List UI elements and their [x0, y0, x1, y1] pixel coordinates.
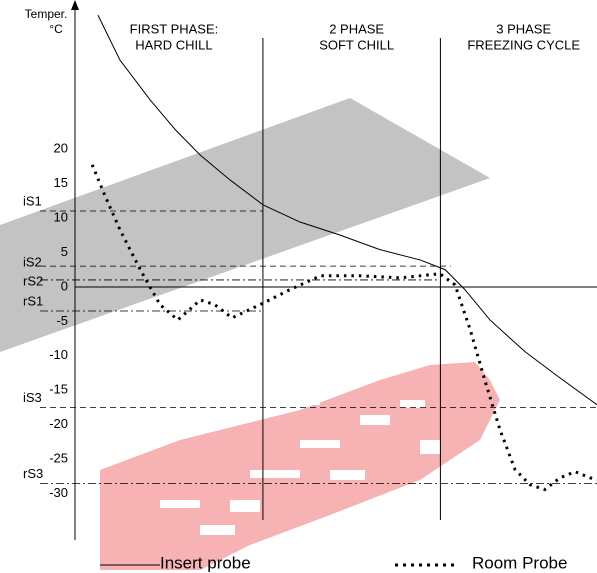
phase-label: 3 PHASE: [496, 21, 551, 36]
y-tick-label: 10: [54, 209, 68, 224]
y-tick-label: -20: [49, 416, 68, 431]
y-tick-label: 5: [61, 244, 68, 259]
chart: Temper. °C Insert probe Room Probe 20 15 1…: [0, 0, 597, 573]
y-tick-label: -10: [49, 347, 68, 362]
setpoint-label: iS3: [23, 390, 42, 405]
phase-label: FREEZING CYCLE: [467, 37, 580, 52]
y-tick-label: 15: [54, 175, 68, 190]
y-axis-label: Temper.: [25, 7, 68, 21]
y-axis-label: °C: [49, 22, 63, 36]
setpoint-label: rS3: [23, 466, 43, 481]
phase-label: 2 PHASE: [329, 21, 384, 36]
setpoint-label: rS1: [23, 293, 43, 308]
axis-arrow: [71, 0, 79, 10]
phase-label: FIRST PHASE:: [130, 21, 219, 36]
setpoint-label: iS2: [23, 255, 42, 270]
legend-label: Insert probe: [160, 553, 251, 572]
y-tick-label: -5: [56, 313, 68, 328]
phase-label: HARD CHILL: [135, 37, 212, 52]
setpoint-label: rS2: [23, 273, 43, 288]
y-tick-label: 20: [54, 140, 68, 155]
legend-label: Room Probe: [472, 553, 567, 572]
phase-label: SOFT CHILL: [319, 37, 394, 52]
y-tick-label: 0: [61, 278, 68, 293]
y-tick-label: -30: [49, 485, 68, 500]
shaded-band: [0, 98, 490, 352]
y-tick-label: -25: [49, 451, 68, 466]
y-tick-label: -15: [49, 382, 68, 397]
setpoint-label: iS1: [23, 193, 42, 208]
